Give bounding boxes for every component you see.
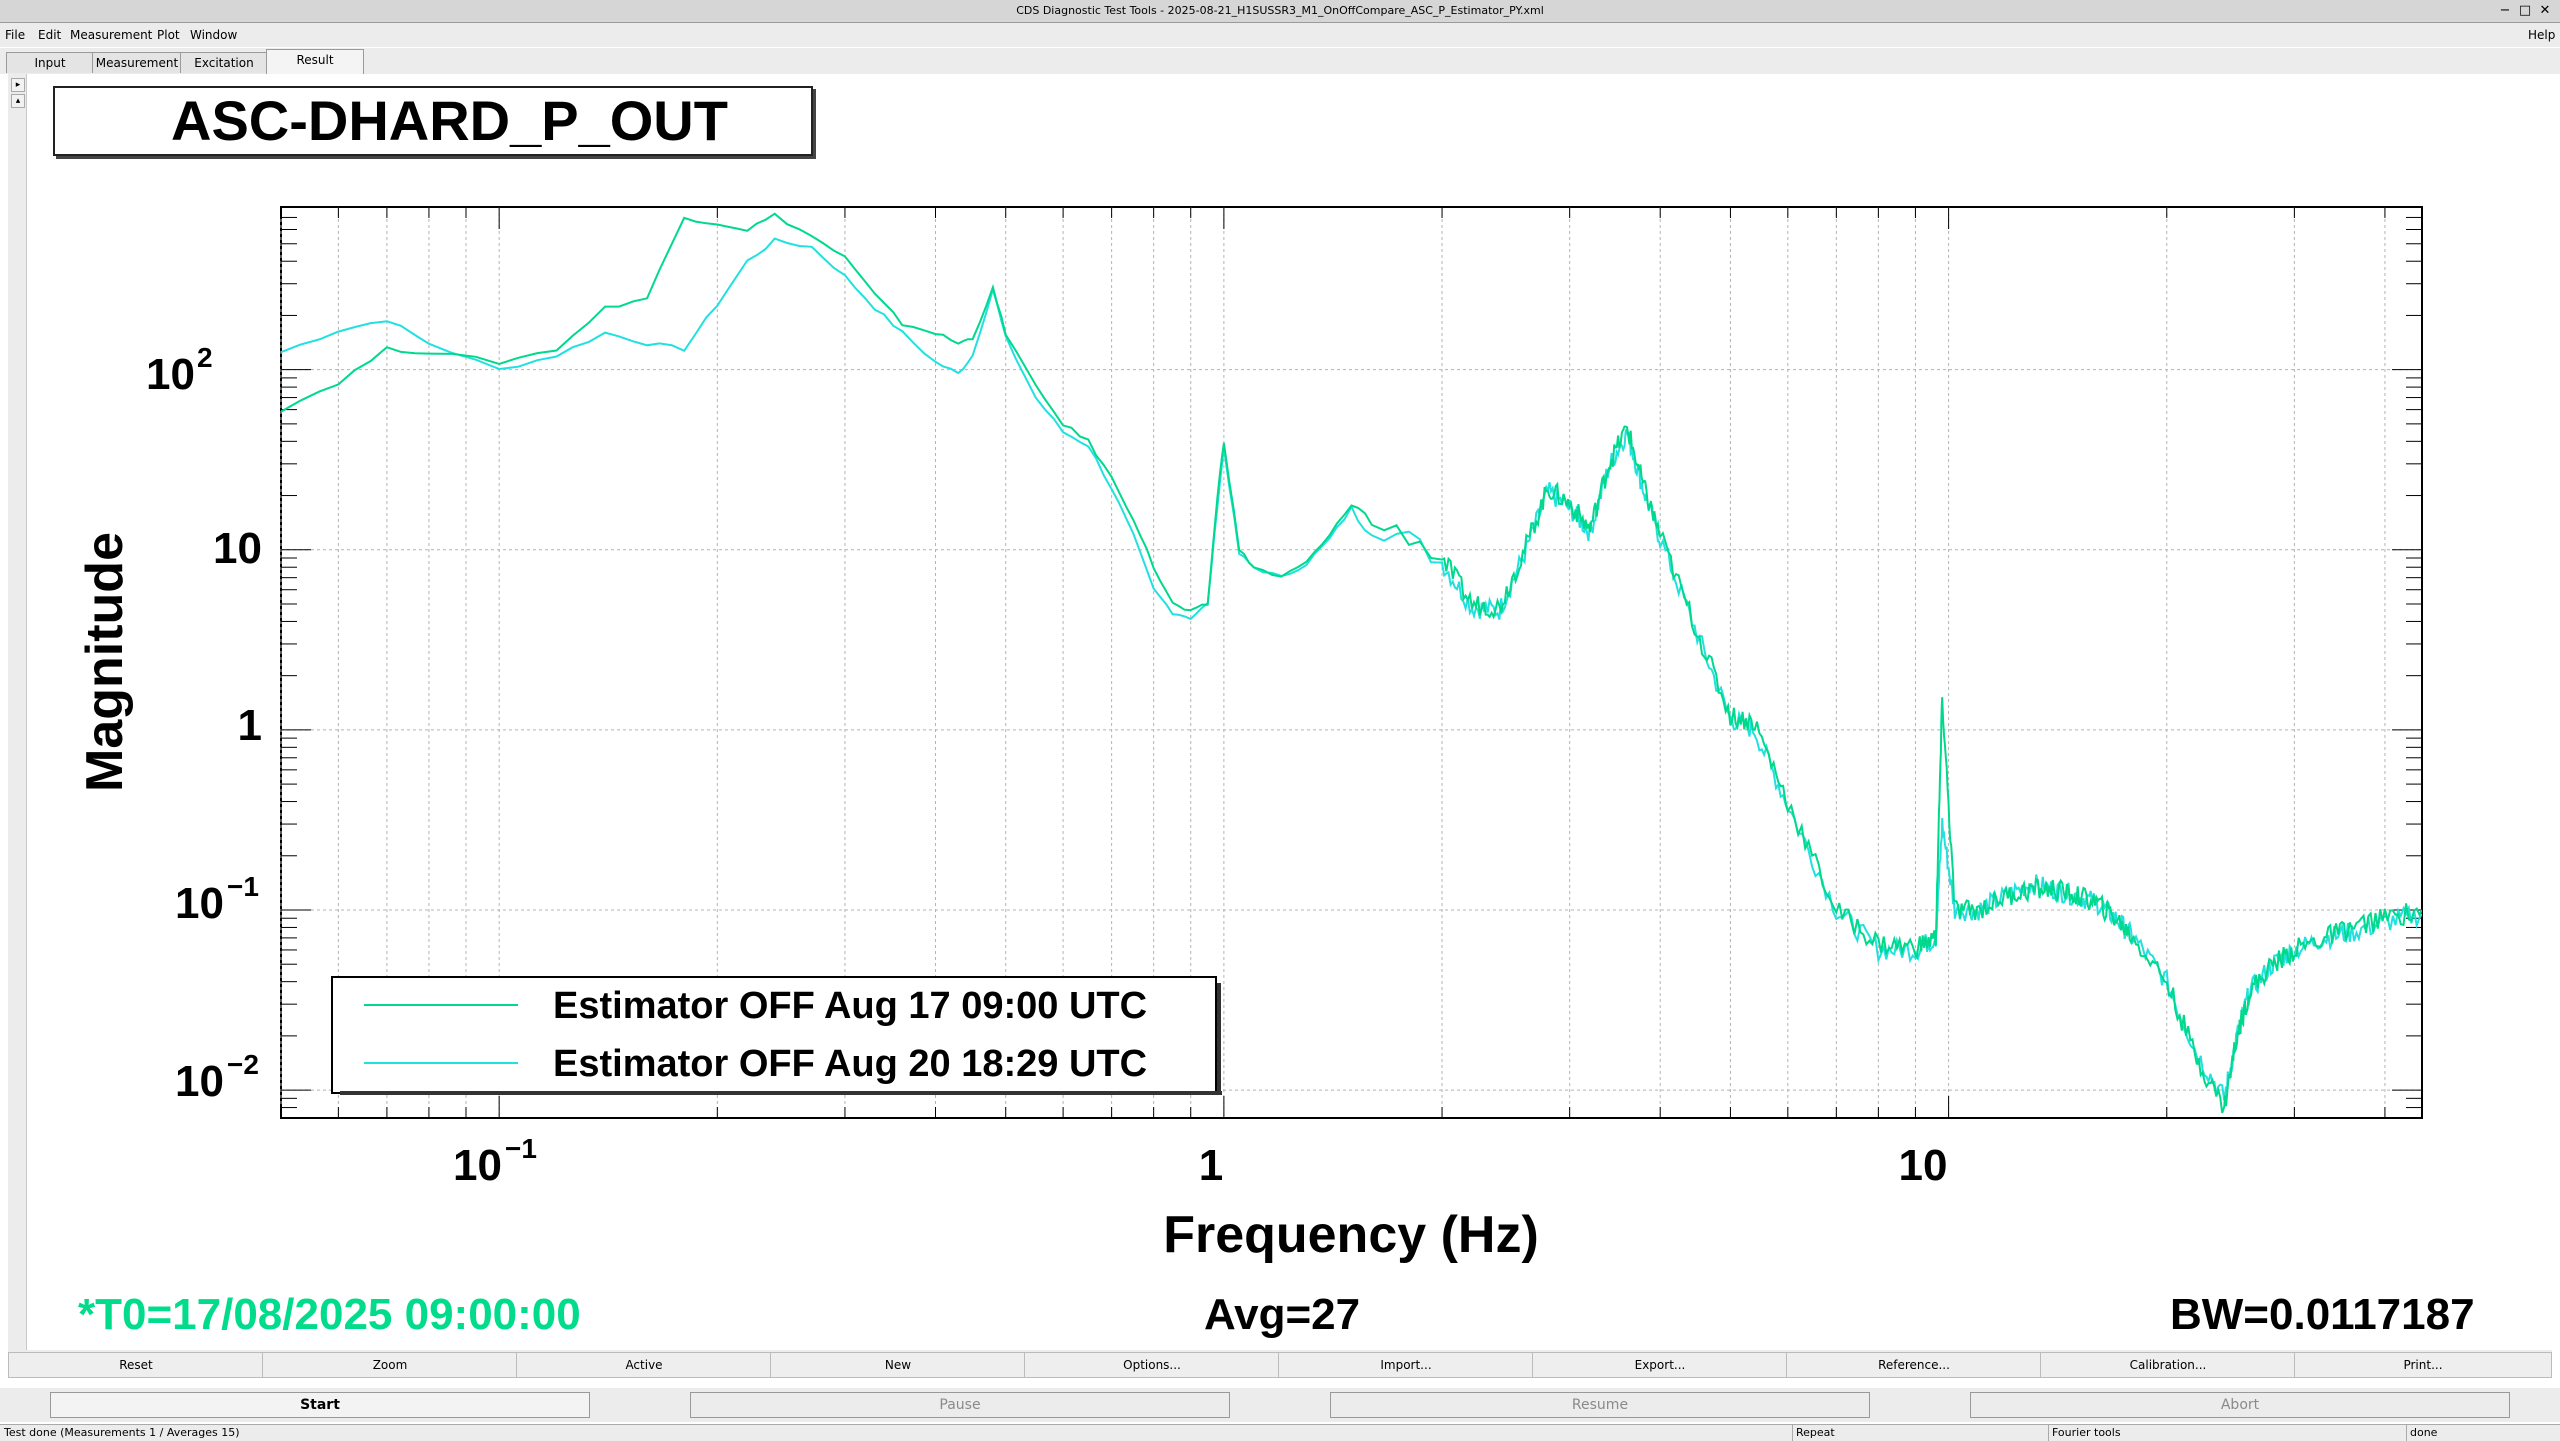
avg-label: Avg=27 bbox=[1204, 1290, 1361, 1339]
legend: Estimator OFF Aug 17 09:00 UTC Estimator… bbox=[331, 976, 1222, 1095]
calibration-button[interactable]: Calibration... bbox=[2040, 1352, 2296, 1378]
zoom-button[interactable]: Zoom bbox=[262, 1352, 518, 1378]
tab-measurement[interactable]: Measurement bbox=[92, 52, 182, 73]
status-fourier: Fourier tools bbox=[2052, 1426, 2121, 1439]
legend-entry-aug17: Estimator OFF Aug 17 09:00 UTC bbox=[553, 985, 1147, 1027]
tab-bar: Input Measurement Excitation Result bbox=[0, 48, 2560, 74]
y-tick-label-0.1: 10 −1 bbox=[175, 871, 259, 928]
minimize-icon[interactable]: − bbox=[2499, 3, 2511, 18]
menu-file[interactable]: File bbox=[5, 28, 26, 42]
reset-button[interactable]: Reset bbox=[8, 1352, 264, 1378]
svg-text:10: 10 bbox=[146, 350, 195, 399]
print-button[interactable]: Print... bbox=[2294, 1352, 2552, 1378]
run-controls: Start Pause Resume Abort bbox=[0, 1388, 2560, 1422]
status-done: done bbox=[2410, 1426, 2438, 1439]
menu-plot[interactable]: Plot bbox=[157, 28, 180, 42]
svg-text:10: 10 bbox=[453, 1141, 502, 1190]
menu-bar: File Edit Measurement Plot Window Help bbox=[0, 23, 2560, 47]
x-axis-label: Frequency (Hz) bbox=[1163, 1206, 1539, 1264]
menu-window[interactable]: Window bbox=[190, 28, 238, 42]
svg-text:−1: −1 bbox=[227, 871, 259, 902]
export-button[interactable]: Export... bbox=[1532, 1352, 1788, 1378]
legend-entry-aug20: Estimator OFF Aug 20 18:29 UTC bbox=[553, 1043, 1147, 1085]
abort-button[interactable]: Abort bbox=[1970, 1392, 2510, 1418]
tab-excitation[interactable]: Excitation bbox=[180, 52, 268, 73]
t0-label: *T0=17/08/2025 09:00:00 bbox=[78, 1290, 581, 1339]
close-icon[interactable]: ✕ bbox=[2539, 3, 2551, 18]
plot-toolbar: Reset Zoom Active New Options... Import.… bbox=[8, 1350, 2552, 1378]
y-tick-label-100: 10 2 bbox=[146, 342, 213, 399]
svg-text:−1: −1 bbox=[505, 1133, 537, 1164]
menu-edit[interactable]: Edit bbox=[38, 28, 62, 42]
plot-grid bbox=[280, 207, 2422, 1118]
tab-input[interactable]: Input bbox=[6, 52, 94, 73]
x-tick-label-0.1: 10 −1 bbox=[453, 1133, 537, 1190]
window-titlebar: CDS Diagnostic Test Tools - 2025-08-21_H… bbox=[0, 0, 2560, 23]
reference-button[interactable]: Reference... bbox=[1786, 1352, 2042, 1378]
active-button[interactable]: Active bbox=[516, 1352, 772, 1378]
scroll-up-icon[interactable]: ▴ bbox=[11, 94, 25, 108]
y-tick-label-10: 10 bbox=[213, 524, 262, 573]
x-tick-label-10: 10 bbox=[1899, 1141, 1948, 1190]
maximize-icon[interactable]: □ bbox=[2518, 3, 2532, 18]
svg-text:10: 10 bbox=[175, 1057, 224, 1106]
menu-help[interactable]: Help bbox=[2528, 28, 2556, 42]
magnitude-plot[interactable]: 10 2 10 1 10 −1 10 −2 10 −1 1 10 Magnitu… bbox=[0, 0, 2560, 1300]
svg-text:−2: −2 bbox=[227, 1049, 259, 1080]
start-button[interactable]: Start bbox=[50, 1392, 590, 1418]
status-bar: Test done (Measurements 1 / Averages 15)… bbox=[0, 1424, 2560, 1441]
plot-title: ASC-DHARD_P_OUT bbox=[53, 86, 813, 156]
plot-frame bbox=[280, 206, 2423, 1119]
import-button[interactable]: Import... bbox=[1278, 1352, 1534, 1378]
svg-text:2: 2 bbox=[197, 342, 213, 373]
new-button[interactable]: New bbox=[770, 1352, 1026, 1378]
status-repeat: Repeat bbox=[1796, 1426, 1835, 1439]
x-axis-ticks bbox=[280, 207, 2386, 1118]
plot-curves bbox=[281, 212, 2422, 1114]
window-title: CDS Diagnostic Test Tools - 2025-08-21_H… bbox=[1016, 4, 1544, 17]
y-tick-label-1: 1 bbox=[238, 701, 262, 750]
svg-text:10: 10 bbox=[175, 879, 224, 928]
bw-label: BW=0.0117187 bbox=[2170, 1290, 2475, 1339]
status-text: Test done (Measurements 1 / Averages 15) bbox=[4, 1426, 240, 1439]
y-axis-label: Magnitude bbox=[76, 532, 134, 792]
series-line-0 bbox=[281, 212, 2422, 1114]
resume-button[interactable]: Resume bbox=[1330, 1392, 1870, 1418]
pause-button[interactable]: Pause bbox=[690, 1392, 1230, 1418]
menu-measurement[interactable]: Measurement bbox=[70, 28, 153, 42]
scroll-right-icon[interactable]: ▸ bbox=[11, 78, 25, 92]
y-tick-label-0.01: 10 −2 bbox=[175, 1049, 259, 1106]
side-scroll-strip: ▸ ▴ bbox=[8, 74, 27, 1354]
x-tick-label-1: 1 bbox=[1199, 1141, 1223, 1190]
tab-result[interactable]: Result bbox=[266, 49, 364, 74]
options-button[interactable]: Options... bbox=[1024, 1352, 1280, 1378]
